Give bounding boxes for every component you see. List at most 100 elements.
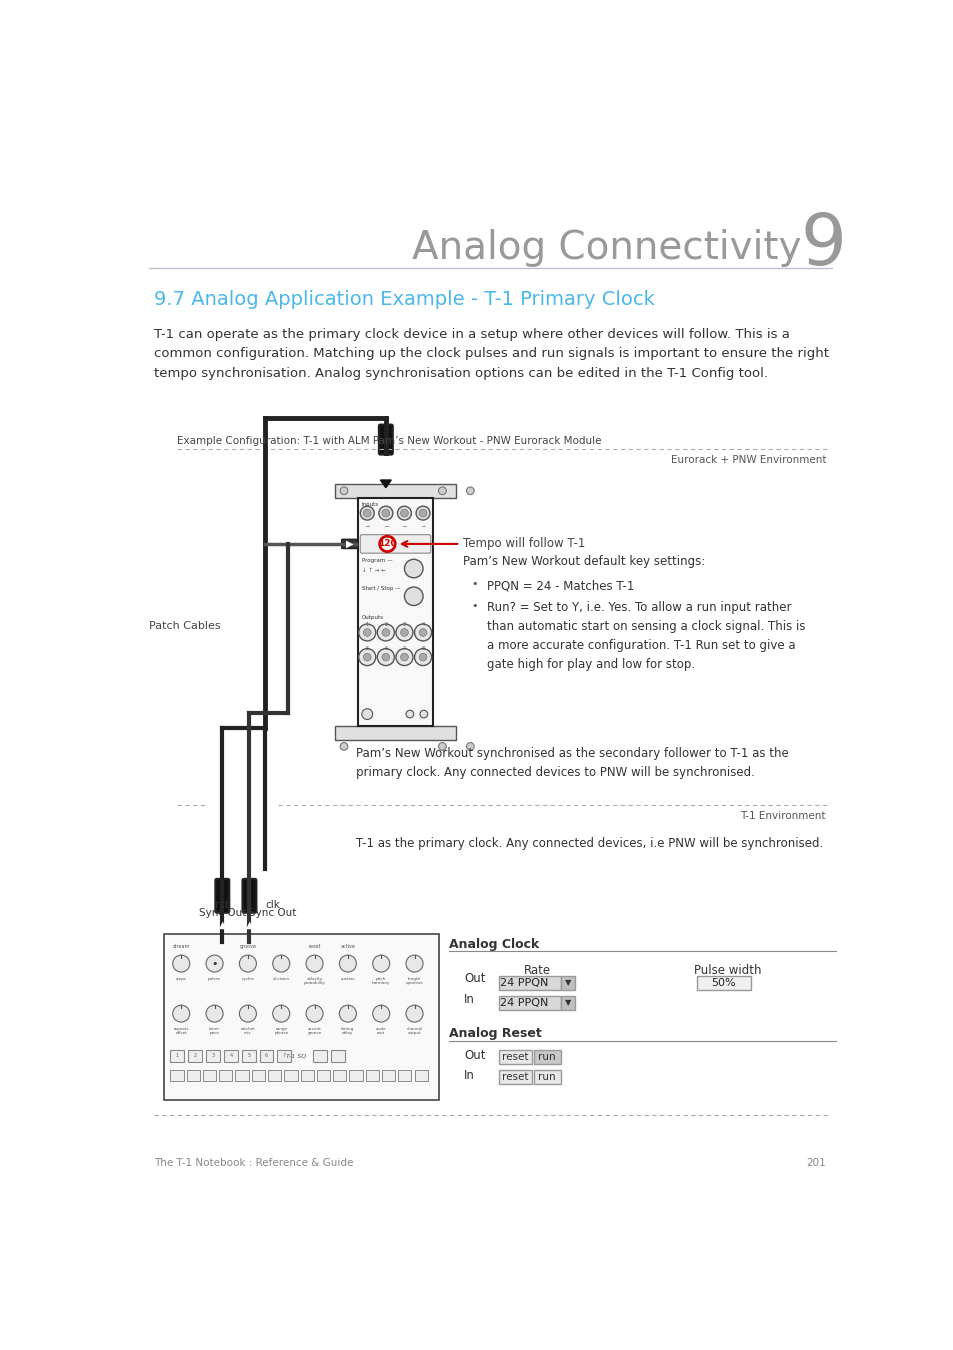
Text: 1: 1 — [175, 1053, 179, 1058]
Circle shape — [363, 509, 371, 517]
FancyBboxPatch shape — [378, 424, 393, 455]
Text: In: In — [464, 1069, 475, 1083]
Text: •: • — [471, 601, 477, 612]
Text: groove: groove — [239, 944, 256, 949]
Text: •: • — [212, 958, 217, 968]
Circle shape — [400, 629, 408, 636]
Text: 24 PPQN: 24 PPQN — [500, 977, 548, 988]
Text: 4: 4 — [421, 621, 424, 626]
Bar — [241, 1050, 255, 1062]
FancyBboxPatch shape — [215, 879, 229, 913]
Text: channel
output: channel output — [406, 1027, 422, 1035]
Circle shape — [339, 954, 356, 972]
Text: Pam’s New Workout synchronised as the secondary follower to T-1 as the
primary c: Pam’s New Workout synchronised as the se… — [355, 747, 787, 779]
Bar — [333, 1069, 346, 1081]
Bar — [313, 1050, 327, 1062]
Circle shape — [438, 743, 446, 751]
Bar — [219, 1069, 233, 1081]
Text: Pulse width: Pulse width — [693, 964, 760, 976]
FancyBboxPatch shape — [498, 1050, 531, 1064]
Text: accent
groove: accent groove — [307, 1027, 321, 1035]
FancyBboxPatch shape — [498, 996, 560, 1010]
Text: Out: Out — [464, 972, 485, 986]
Text: ▲: ▲ — [246, 921, 253, 930]
Circle shape — [273, 1006, 290, 1022]
Text: 7: 7 — [282, 1053, 286, 1058]
FancyBboxPatch shape — [341, 539, 356, 548]
Text: timing
delay: timing delay — [341, 1027, 355, 1035]
Bar — [235, 1069, 249, 1081]
Bar — [171, 1050, 184, 1062]
Text: 8: 8 — [421, 647, 424, 651]
Text: Start / Stop —: Start / Stop — — [361, 586, 400, 591]
FancyBboxPatch shape — [534, 1050, 560, 1064]
Text: pulses: pulses — [208, 976, 221, 980]
Text: ▶: ▶ — [345, 539, 353, 549]
Text: 9.7 Analog Application Example - T-1 Primary Clock: 9.7 Analog Application Example - T-1 Pri… — [154, 289, 655, 309]
Text: The T-1 Notebook : Reference & Guide: The T-1 Notebook : Reference & Guide — [154, 1158, 354, 1168]
Bar — [203, 1069, 216, 1081]
Bar — [259, 1050, 274, 1062]
Text: 120: 120 — [377, 540, 396, 548]
FancyBboxPatch shape — [498, 1069, 531, 1084]
Bar — [415, 1069, 427, 1081]
Text: di-vision: di-vision — [273, 976, 290, 980]
Text: Tempo will follow T-1: Tempo will follow T-1 — [463, 537, 585, 551]
Text: run: run — [537, 1052, 556, 1061]
Text: ↓ ↑ → ←: ↓ ↑ → ← — [361, 567, 385, 572]
Bar — [277, 1050, 291, 1062]
Circle shape — [360, 506, 374, 520]
Text: ▼: ▼ — [564, 979, 571, 987]
Text: reset: reset — [501, 1072, 528, 1081]
Text: timer
pace: timer pace — [209, 1027, 220, 1035]
Text: •: • — [471, 579, 477, 590]
Circle shape — [404, 559, 422, 578]
Bar — [316, 1069, 330, 1081]
Circle shape — [404, 587, 422, 606]
Bar — [206, 1050, 220, 1062]
Text: ~: ~ — [382, 524, 389, 531]
Text: clk: clk — [265, 900, 280, 910]
Text: Example Configuration: T-1 with ALM Pam’s New Workout - PNW Eurorack Module: Example Configuration: T-1 with ALM Pam’… — [177, 436, 601, 446]
Bar — [349, 1069, 362, 1081]
Circle shape — [419, 710, 427, 718]
Bar — [560, 976, 575, 990]
Text: Program —: Program — — [361, 559, 392, 563]
Text: Analog Clock: Analog Clock — [448, 938, 538, 952]
Bar — [188, 1050, 202, 1062]
Circle shape — [273, 954, 290, 972]
Text: 5: 5 — [247, 1053, 250, 1058]
Circle shape — [378, 506, 393, 520]
Text: Pam’s New Workout default key settings:: Pam’s New Workout default key settings: — [463, 555, 705, 568]
Text: ▼: ▼ — [564, 999, 571, 1007]
Circle shape — [358, 624, 375, 641]
Circle shape — [381, 653, 390, 662]
Circle shape — [466, 743, 474, 751]
Bar — [357, 498, 433, 726]
Text: T-1 as the primary clock. Any connected devices, i.e PNW will be synchronised.: T-1 as the primary clock. Any connected … — [355, 837, 822, 849]
Bar — [187, 1069, 199, 1081]
Text: 50%: 50% — [711, 977, 736, 988]
Bar — [335, 726, 456, 740]
Text: Eurorack + PNW Environment: Eurorack + PNW Environment — [670, 455, 825, 464]
Text: Out: Out — [464, 1049, 485, 1062]
Text: T-1 Environment: T-1 Environment — [740, 811, 825, 821]
Circle shape — [381, 509, 390, 517]
Bar — [365, 1069, 378, 1081]
Circle shape — [416, 506, 430, 520]
Circle shape — [415, 624, 431, 641]
Text: Sync Out: Sync Out — [249, 909, 296, 918]
Circle shape — [358, 648, 375, 666]
Text: stream: stream — [172, 944, 190, 949]
Polygon shape — [244, 903, 254, 911]
Text: T-1 can operate as the primary clock device in a setup where other devices will : T-1 can operate as the primary clock dev… — [154, 328, 828, 379]
Text: In: In — [464, 994, 475, 1006]
Polygon shape — [380, 481, 391, 487]
Bar — [171, 1069, 183, 1081]
Text: 6: 6 — [265, 1053, 268, 1058]
Circle shape — [172, 954, 190, 972]
Text: 201: 201 — [805, 1158, 825, 1168]
Text: ~: ~ — [419, 524, 426, 531]
Bar — [224, 1050, 237, 1062]
Text: 4: 4 — [229, 1053, 233, 1058]
